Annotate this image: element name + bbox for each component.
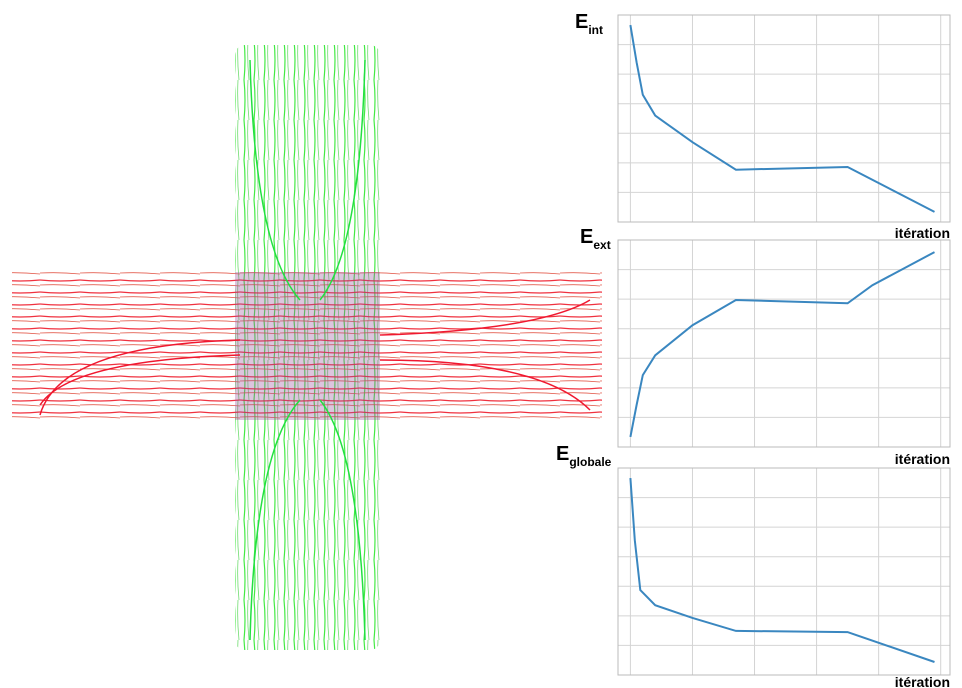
energy-chart: Eint itération [575, 11, 951, 241]
energy-chart: Eglobale itération [556, 443, 951, 688]
x-axis-label: itération [895, 674, 950, 688]
chart-title: Eint [575, 11, 603, 37]
energy-line [629, 478, 935, 663]
tractography-image [12, 45, 602, 650]
chart-title: Eglobale [556, 443, 612, 469]
energy-line [629, 24, 935, 213]
energy-chart: Eext itération [580, 226, 951, 467]
plot-frame [617, 239, 951, 448]
title-main: E [556, 443, 569, 465]
title-main: E [580, 226, 593, 248]
energy-line [629, 251, 935, 438]
chart-title: Eext [580, 226, 611, 252]
x-axis-label: itération [895, 451, 950, 467]
x-axis-label: itération [895, 225, 950, 241]
title-subscript: globale [569, 455, 611, 469]
plot-frame [617, 467, 951, 676]
plot-frame [617, 14, 951, 223]
title-subscript: ext [593, 238, 610, 252]
title-subscript: int [588, 23, 603, 37]
title-main: E [575, 11, 588, 33]
